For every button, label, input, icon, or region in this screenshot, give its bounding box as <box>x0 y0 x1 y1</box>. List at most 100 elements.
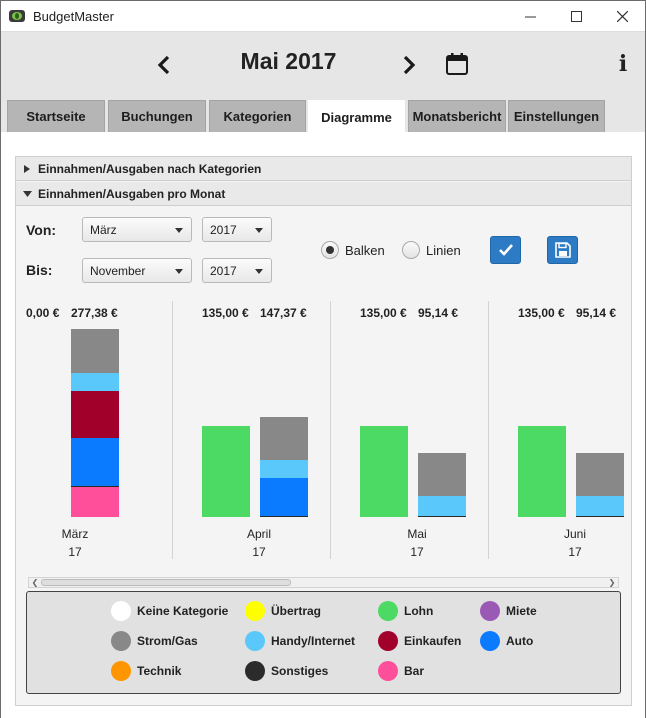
income-total-label: 135,00 € <box>360 306 407 320</box>
from-month-select[interactable]: März <box>82 217 192 242</box>
chevron-down-icon <box>255 228 263 233</box>
to-month-value: November <box>90 263 146 278</box>
tab-buchungen[interactable]: Buchungen <box>108 100 206 132</box>
year-axis-label: 17 <box>568 545 582 559</box>
legend-item: Einkaufen <box>378 631 461 651</box>
tab-diagramme[interactable]: Diagramme <box>308 100 405 134</box>
minimize-button[interactable] <box>507 1 553 32</box>
next-month-button[interactable] <box>397 51 421 79</box>
legend-color-dot-icon <box>111 601 131 621</box>
accordion-categories-header[interactable]: Einnahmen/Ausgaben nach Kategorien <box>16 157 631 181</box>
legend-label: Bar <box>404 664 425 678</box>
legend-label: Lohn <box>404 604 434 618</box>
tab-kategorien[interactable]: Kategorien <box>209 100 306 132</box>
expense-bar-segment-auto[interactable] <box>260 478 308 516</box>
legend-color-dot-icon <box>480 631 500 651</box>
expense-bar-segment-strom-gas[interactable] <box>576 452 624 496</box>
legend-label: Strom/Gas <box>137 634 198 648</box>
chart-column-separator <box>172 301 173 559</box>
tab-startseite[interactable]: Startseite <box>7 100 105 132</box>
year-axis-label: 17 <box>68 545 82 559</box>
from-month-value: März <box>90 222 117 237</box>
tab-monatsbericht[interactable]: Monatsbericht <box>408 100 506 132</box>
month-axis-label: März <box>61 527 89 541</box>
expense-bar-segment-handy-internet[interactable] <box>71 373 119 392</box>
scroll-left-icon[interactable]: ❮ <box>31 578 39 587</box>
legend-item: Übertrag <box>245 601 321 621</box>
legend-color-dot-icon <box>480 601 500 621</box>
tab-einstellungen[interactable]: Einstellungen <box>508 100 605 132</box>
expense-total-label: 147,37 € <box>260 306 307 320</box>
maximize-button[interactable] <box>553 1 599 32</box>
window-title: BudgetMaster <box>33 9 114 24</box>
legend-label: Miete <box>506 604 537 618</box>
expense-total-label: 277,38 € <box>71 306 118 320</box>
expense-bar-segment-sonstiges[interactable] <box>71 485 119 487</box>
minimize-icon <box>524 16 536 18</box>
month-axis-label: Juni <box>563 527 586 541</box>
to-year-value: 2017 <box>210 263 237 278</box>
month-axis-label: Mai <box>407 527 427 541</box>
chart-column-separator <box>330 301 331 559</box>
category-legend: Keine Kategorie Übertrag Lohn Miete Strom/Ga… <box>26 591 621 694</box>
legend-item: Miete <box>480 601 537 621</box>
income-total-label: 0,00 € <box>26 306 60 320</box>
legend-item: Handy/Internet <box>245 631 355 651</box>
expense-bar-segment-sonstiges[interactable] <box>418 515 466 517</box>
previous-month-button[interactable] <box>152 51 176 79</box>
title-bar: BudgetMaster <box>1 1 645 32</box>
to-month-select[interactable]: November <box>82 258 192 283</box>
close-button[interactable] <box>599 1 645 32</box>
chart-horizontal-scrollbar[interactable]: ❮ ❯ <box>28 577 619 588</box>
from-year-select[interactable]: 2017 <box>202 217 272 242</box>
scrollbar-thumb[interactable] <box>41 579 291 586</box>
legend-item: Lohn <box>378 601 433 621</box>
expense-bar-segment-einkaufen[interactable] <box>71 391 119 439</box>
expense-bar-segment-handy-internet[interactable] <box>260 460 308 479</box>
year-axis-label: 17 <box>410 545 424 559</box>
to-year-select[interactable]: 2017 <box>202 258 272 283</box>
legend-item: Technik <box>111 661 181 681</box>
from-year-value: 2017 <box>210 222 237 237</box>
content-area: Einnahmen/Ausgaben nach Kategorien Einna… <box>1 132 645 718</box>
scroll-right-icon[interactable]: ❯ <box>608 578 616 587</box>
income-total-label: 135,00 € <box>202 306 249 320</box>
radio-lines-dot <box>402 241 420 259</box>
legend-item: Sonstiges <box>245 661 328 681</box>
legend-color-dot-icon <box>378 661 398 681</box>
income-bar-lohn[interactable] <box>202 425 250 517</box>
accordion-per-month-title: Einnahmen/Ausgaben pro Monat <box>38 186 226 201</box>
legend-color-dot-icon <box>245 661 265 681</box>
info-icon[interactable]: i <box>618 51 628 77</box>
expense-bar-segment-auto[interactable] <box>71 438 119 486</box>
app-logo-icon <box>9 10 25 22</box>
expense-bar-segment-strom-gas[interactable] <box>418 452 466 496</box>
income-bar-lohn[interactable] <box>518 425 566 517</box>
legend-color-dot-icon <box>111 631 131 651</box>
year-axis-label: 17 <box>252 545 266 559</box>
expense-bar-segment-sonstiges[interactable] <box>576 515 624 517</box>
accordion-per-month-header[interactable]: Einnahmen/Ausgaben pro Monat <box>16 182 631 206</box>
apply-button[interactable] <box>490 236 521 264</box>
close-icon <box>616 11 628 22</box>
expense-bar-segment-strom-gas[interactable] <box>71 329 119 374</box>
legend-item: Auto <box>480 631 533 651</box>
expense-bar-segment-handy-internet[interactable] <box>418 495 466 516</box>
charts-panel: Einnahmen/Ausgaben nach Kategorien Einna… <box>15 156 632 706</box>
radio-bars-dot <box>321 241 339 259</box>
expense-bar-segment-handy-internet[interactable] <box>576 495 624 516</box>
expense-bar-segment-sonstiges[interactable] <box>260 515 308 517</box>
radio-bars[interactable]: Balken <box>321 241 385 259</box>
expense-bar-segment-bar[interactable] <box>71 486 119 517</box>
to-label: Bis: <box>26 262 53 278</box>
radio-lines[interactable]: Linien <box>402 241 461 259</box>
expense-bar-segment-strom-gas[interactable] <box>260 417 308 461</box>
calendar-icon[interactable] <box>445 52 469 76</box>
month-axis-label: April <box>246 527 271 541</box>
legend-color-dot-icon <box>245 631 265 651</box>
monthly-bar-chart: 0,00 € 277,38 € März 17 135,00 € 147,37 € Apri… <box>16 299 631 575</box>
legend-label: Übertrag <box>271 604 322 618</box>
save-button[interactable] <box>547 236 578 264</box>
income-bar-lohn[interactable] <box>360 425 408 517</box>
maximize-icon <box>570 11 582 22</box>
